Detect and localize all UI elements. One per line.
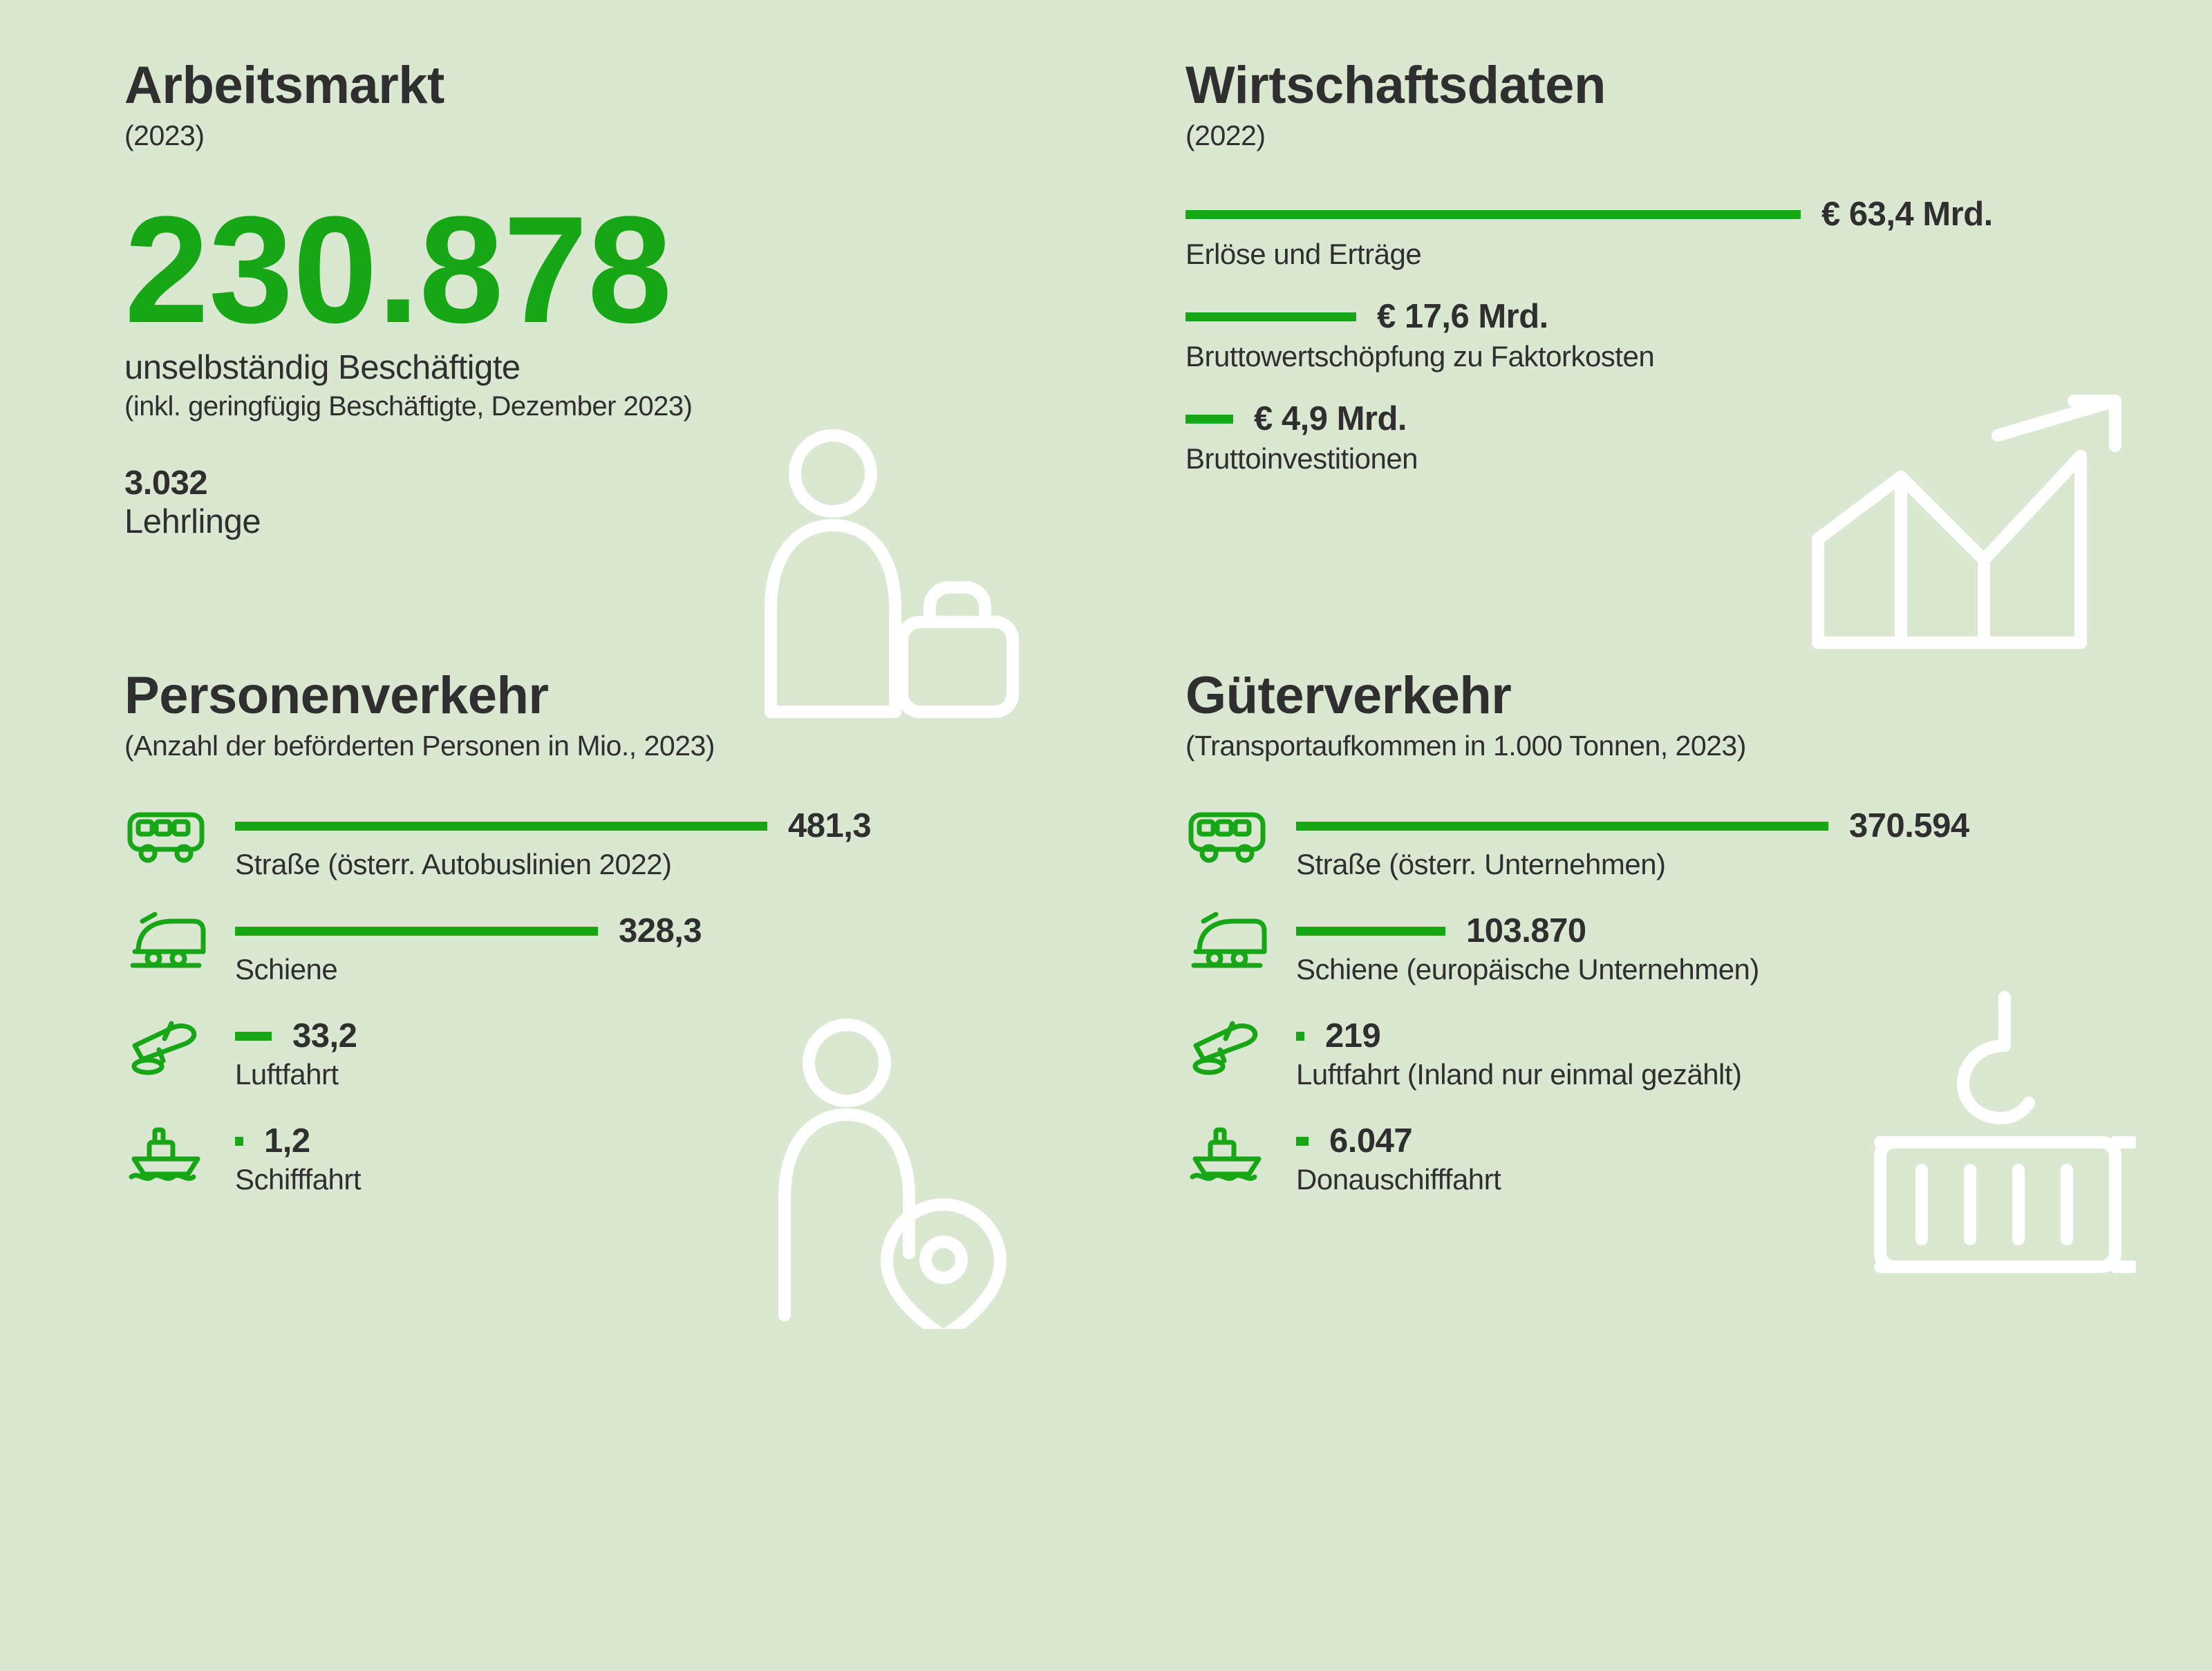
transport-mode-row: 370.594Straße (österr. Unternehmen) — [1185, 804, 2122, 881]
employment-big-number: 230.878 — [124, 193, 1061, 346]
panel-gueterverkehr: Güterverkehr (Transportaufkommen in 1.00… — [1185, 665, 2122, 1196]
econ-label: Bruttoinvestitionen — [1185, 442, 2122, 475]
transport-mode-row: 481,3Straße (österr. Autobuslinien 2022) — [124, 804, 1061, 881]
panel-personenverkehr: Personenverkehr (Anzahl der beförderten … — [124, 665, 1061, 1196]
panel-title: Arbeitsmarkt — [124, 55, 1061, 115]
mode-value: 219 — [1325, 1017, 1380, 1055]
mode-label: Luftfahrt — [235, 1058, 1061, 1091]
panel-year: (Anzahl der beförderten Personen in Mio.… — [124, 730, 1061, 762]
bus-icon — [1185, 804, 1268, 869]
econ-bar — [1185, 312, 1356, 321]
mode-label: Straße (österr. Autobuslinien 2022) — [235, 848, 1061, 881]
mode-label: Schiene — [235, 953, 1061, 986]
econ-value: € 17,6 Mrd. — [1377, 297, 1548, 336]
mode-value: 6.047 — [1329, 1122, 1412, 1160]
mode-value: 370.594 — [1849, 806, 1969, 845]
transport-mode-row: 33,2Luftfahrt — [124, 1014, 1061, 1091]
econ-value: € 63,4 Mrd. — [1821, 195, 1993, 234]
transport-mode-row: 103.870Schiene (europäische Unternehmen) — [1185, 909, 2122, 986]
econ-bar-row: € 17,6 Mrd. Bruttowertschöpfung zu Faktor… — [1185, 297, 2122, 373]
panel-year: (2022) — [1185, 120, 2122, 152]
panel-year: (2023) — [124, 120, 1061, 152]
mode-value: 33,2 — [292, 1017, 357, 1055]
apprentices-label: Lehrlinge — [124, 502, 1061, 541]
mode-label: Schifffahrt — [235, 1163, 1061, 1196]
mode-value: 103.870 — [1466, 912, 1586, 950]
panel-arbeitsmarkt: Arbeitsmarkt (2023) 230.878 unselbständi… — [124, 55, 1061, 541]
transport-mode-row: 219Luftfahrt (Inland nur einmal gezählt) — [1185, 1014, 2122, 1091]
transport-mode-row: 6.047Donauschifffahrt — [1185, 1119, 2122, 1196]
mode-label: Straße (österr. Unternehmen) — [1296, 848, 2122, 881]
mode-value: 328,3 — [619, 912, 702, 950]
econ-bar-row: € 63,4 Mrd. Erlöse und Erträge — [1185, 195, 2122, 271]
employment-sub2: (inkl. geringfügig Beschäftigte, Dezembe… — [124, 391, 1061, 422]
mode-bar — [1296, 822, 1828, 831]
plane-icon — [1185, 1014, 1268, 1079]
mode-bar — [235, 822, 767, 831]
mode-label: Donauschifffahrt — [1296, 1163, 2122, 1196]
econ-bar-row: € 4,9 Mrd. Bruttoinvestitionen — [1185, 399, 2122, 475]
econ-value: € 4,9 Mrd. — [1254, 399, 1407, 438]
econ-bar — [1185, 210, 1801, 219]
mode-value: 1,2 — [264, 1122, 310, 1160]
mode-bar — [235, 1032, 272, 1041]
econ-label: Bruttowertschöpfung zu Faktorkosten — [1185, 340, 2122, 373]
mode-label: Schiene (europäische Unternehmen) — [1296, 953, 2122, 986]
plane-icon — [124, 1014, 207, 1079]
mode-label: Luftfahrt (Inland nur einmal gezählt) — [1296, 1058, 2122, 1091]
panel-wirtschaftsdaten: Wirtschaftsdaten (2022) € 63,4 Mrd. Erlös… — [1185, 55, 2122, 541]
panel-title: Wirtschaftsdaten — [1185, 55, 2122, 115]
ship-icon — [1185, 1119, 1268, 1184]
panel-year: (Transportaufkommen in 1.000 Tonnen, 202… — [1185, 730, 2122, 762]
bus-icon — [124, 804, 207, 869]
mode-value: 481,3 — [788, 806, 871, 845]
mode-bar — [1296, 1032, 1304, 1041]
apprentices-number: 3.032 — [124, 464, 1061, 502]
transport-mode-row: 328,3Schiene — [124, 909, 1061, 986]
mode-bar — [1296, 1137, 1309, 1146]
transport-mode-row: 1,2Schifffahrt — [124, 1119, 1061, 1196]
mode-bar — [235, 1137, 243, 1146]
mode-bar — [235, 927, 598, 936]
train-icon — [124, 909, 207, 974]
panel-title: Personenverkehr — [124, 665, 1061, 726]
econ-bar — [1185, 415, 1233, 424]
econ-label: Erlöse und Erträge — [1185, 238, 2122, 271]
train-icon — [1185, 909, 1268, 974]
panel-title: Güterverkehr — [1185, 665, 2122, 726]
mode-bar — [1296, 927, 1445, 936]
ship-icon — [124, 1119, 207, 1184]
